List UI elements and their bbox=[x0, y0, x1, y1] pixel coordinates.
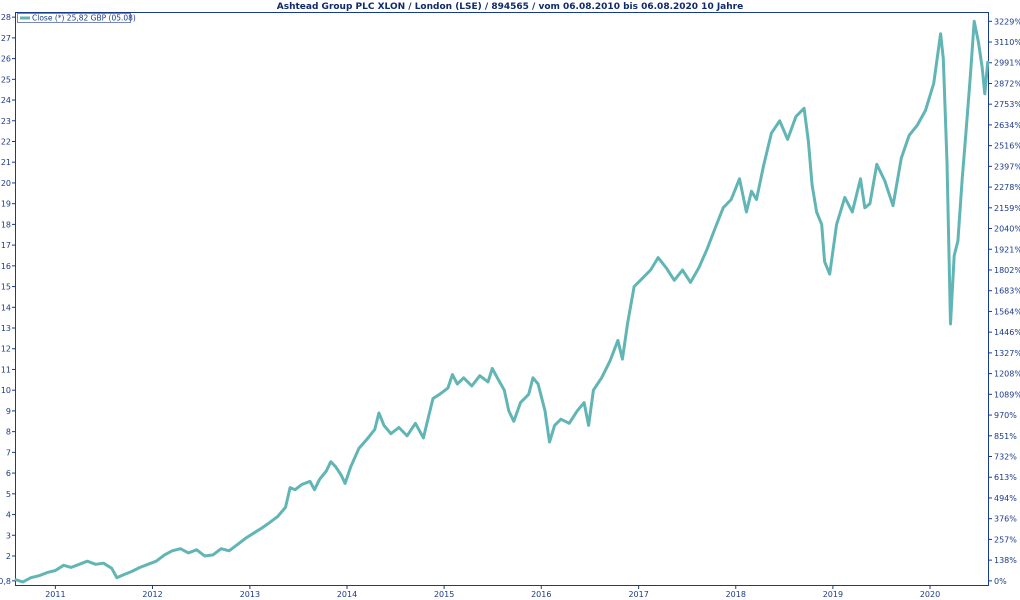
y-left-tick-label: 17 bbox=[1, 241, 11, 250]
y-right-tick-label: 376% bbox=[994, 515, 1017, 524]
y-right-tick-label: 2040% bbox=[994, 225, 1020, 234]
y-left-tick-label: 21 bbox=[1, 158, 11, 167]
y-left-tick-label: 18 bbox=[1, 220, 11, 229]
x-tick-label: 2011 bbox=[45, 590, 65, 599]
y-left-tick-label: 20 bbox=[1, 179, 11, 188]
y-right-tick-label: 1208% bbox=[994, 370, 1020, 379]
y-right-tick-label: 1802% bbox=[994, 266, 1020, 275]
y-right-tick-label: 0% bbox=[994, 577, 1007, 586]
y-right-tick-label: 970% bbox=[994, 411, 1017, 420]
y-right-tick-label: 138% bbox=[994, 556, 1017, 565]
y-left-tick-label: 9 bbox=[6, 407, 11, 416]
legend: Close (*) 25,82 GBP (05.08) bbox=[17, 13, 136, 23]
x-tick-label: 2014 bbox=[337, 590, 357, 599]
y-right-tick-label: 2516% bbox=[994, 142, 1020, 151]
y-left-tick-label: 13 bbox=[1, 324, 11, 333]
y-left-tick-label: 12 bbox=[1, 345, 11, 354]
y-right-tick-label: 3229% bbox=[994, 17, 1020, 26]
y-right-tick-label: 2634% bbox=[994, 121, 1020, 130]
y-right-tick-label: 1921% bbox=[994, 245, 1020, 254]
y-left-tick-label: 8 bbox=[6, 428, 11, 437]
y-left-tick-label: 24 bbox=[1, 96, 11, 105]
y-axis-right: 0% 138% 257% 376% 494% 613% 732% 851% 970% 1089% 1… bbox=[988, 17, 1020, 586]
y-left-tick-label: 6 bbox=[6, 469, 11, 478]
y-right-tick-label: 1327% bbox=[994, 349, 1020, 358]
y-left-tick-label: 14 bbox=[1, 303, 11, 312]
plot-area: 0,82345678910111213141516171819202122232… bbox=[0, 12, 1020, 599]
y-right-tick-label: 851% bbox=[994, 432, 1017, 441]
x-tick-label: 2015 bbox=[434, 590, 454, 599]
y-right-tick-label: 2159% bbox=[994, 204, 1020, 213]
legend-label: Close (*) 25,82 GBP (05.08) bbox=[32, 14, 136, 23]
y-left-tick-label: 0,8 bbox=[0, 577, 11, 586]
y-right-tick-label: 1446% bbox=[994, 328, 1020, 337]
y-right-tick-label: 2278% bbox=[994, 183, 1020, 192]
y-left-tick-label: 2 bbox=[6, 552, 11, 561]
y-left-tick-label: 27 bbox=[1, 34, 11, 43]
y-right-tick-label: 2753% bbox=[994, 100, 1020, 109]
y-right-tick-label: 257% bbox=[994, 535, 1017, 544]
y-right-tick-label: 613% bbox=[994, 473, 1017, 482]
y-right-tick-label: 732% bbox=[994, 453, 1017, 462]
chart-title: Ashtead Group PLC XLON / London (LSE) / … bbox=[277, 2, 743, 12]
x-tick-label: 2019 bbox=[823, 590, 843, 599]
y-right-tick-label: 2991% bbox=[994, 59, 1020, 68]
y-left-tick-label: 10 bbox=[1, 386, 11, 395]
x-tick-label: 2013 bbox=[240, 590, 260, 599]
y-left-tick-label: 25 bbox=[1, 75, 11, 84]
y-right-tick-label: 1089% bbox=[994, 390, 1020, 399]
y-left-tick-label: 23 bbox=[1, 117, 11, 126]
y-left-tick-label: 11 bbox=[1, 365, 11, 374]
y-left-tick-label: 16 bbox=[1, 262, 11, 271]
y-left-tick-label: 22 bbox=[1, 137, 11, 146]
x-tick-label: 2020 bbox=[920, 590, 940, 599]
y-left-tick-label: 5 bbox=[6, 490, 11, 499]
y-right-tick-label: 3110% bbox=[994, 38, 1020, 47]
x-tick-label: 2016 bbox=[531, 590, 551, 599]
y-right-tick-label: 1564% bbox=[994, 307, 1020, 316]
y-right-tick-label: 1683% bbox=[994, 287, 1020, 296]
y-left-tick-label: 28 bbox=[1, 13, 11, 22]
x-axis: 2011 2012 2013 2014 2015 2016 2017 2018 2019 2020 bbox=[45, 585, 940, 599]
x-tick-label: 2018 bbox=[726, 590, 746, 599]
y-left-tick-label: 15 bbox=[1, 283, 11, 292]
y-right-tick-label: 2397% bbox=[994, 162, 1020, 171]
series-line-close bbox=[14, 19, 990, 584]
y-right-tick-label: 494% bbox=[994, 494, 1017, 503]
y-left-tick-label: 7 bbox=[6, 448, 11, 457]
y-axis-left: 0,82345678910111213141516171819202122232… bbox=[0, 13, 16, 586]
x-tick-label: 2017 bbox=[628, 590, 648, 599]
y-left-tick-label: 3 bbox=[6, 531, 11, 540]
x-tick-label: 2012 bbox=[142, 590, 162, 599]
y-left-tick-label: 19 bbox=[1, 200, 11, 209]
y-right-tick-label: 2872% bbox=[994, 79, 1020, 88]
legend-box bbox=[17, 13, 131, 23]
plot-frame bbox=[15, 12, 989, 586]
y-left-tick-label: 4 bbox=[6, 511, 11, 520]
y-left-tick-label: 26 bbox=[1, 55, 11, 64]
